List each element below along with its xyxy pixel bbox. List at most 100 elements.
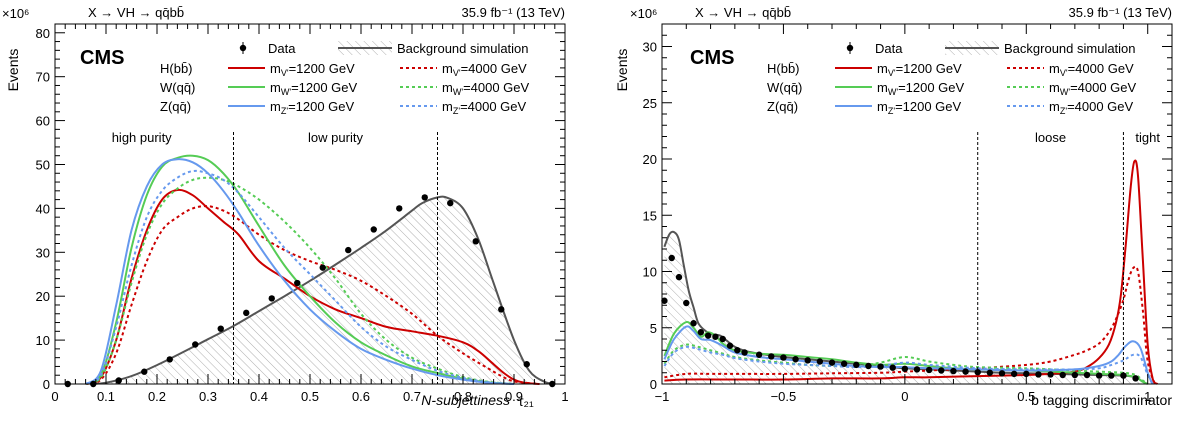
x-axis-label: b tagging discriminator (1031, 392, 1172, 408)
data-point (768, 353, 775, 360)
legend-mass-label: mV'=4000 GeV (442, 61, 527, 78)
y-tick-label: 30 (36, 245, 50, 260)
data-point (690, 320, 697, 327)
signal-line-1 (85, 205, 540, 385)
y-tick-label: 70 (36, 70, 50, 85)
data-point (804, 357, 811, 364)
x-tick-label: 0.3 (199, 389, 217, 404)
legend-mass-symbol: m (270, 99, 281, 114)
legend-mass-subscript: W' (1060, 87, 1070, 97)
data-point (1083, 371, 1091, 379)
y-axis-label: Events (614, 49, 630, 92)
signal-line-3 (663, 343, 1149, 385)
x-tick-label: 0 (901, 389, 908, 404)
data-point (1059, 371, 1066, 379)
data-point (370, 226, 377, 233)
y-tick-label: 5 (650, 321, 657, 336)
y-tick-label: 15 (643, 208, 657, 223)
data-point (1108, 372, 1115, 379)
data-point (998, 370, 1006, 377)
x-tick-label: 1 (561, 389, 568, 404)
x-tick-label: 0.9 (505, 389, 523, 404)
plot-area: high purity low purity 0 0.1 0.2 0.3 0.4 0.5 0.6… (36, 23, 569, 404)
y-tick-label: 0 (43, 377, 50, 392)
x-tick-label: 0.2 (148, 389, 166, 404)
data-point (719, 335, 726, 343)
y-multiplier: ×10⁶ (630, 6, 657, 21)
data-point (925, 366, 933, 374)
signal-line-2 (85, 154, 515, 385)
legend-mass-value: =1200 GeV (288, 99, 354, 114)
y-tick-label: 60 (36, 114, 50, 129)
btag-panel: X → VH → qq̄bb̄ 35.9 fb⁻¹ (13 TeV) ×10⁶ … (614, 5, 1173, 408)
data-point (345, 246, 352, 254)
legend-mass-subscript: V' (281, 68, 289, 78)
x-tick-label: 0.8 (454, 389, 472, 404)
data-point (166, 356, 173, 363)
x-tick-label: −0.5 (771, 389, 797, 404)
y-tick-label: 20 (36, 289, 50, 304)
data-point (472, 238, 479, 245)
region-label: low purity (308, 130, 363, 145)
legend-process-label: W(qq̄) (767, 80, 802, 95)
legend-mass-label: mW'=4000 GeV (1049, 80, 1137, 97)
signal-line-0 (664, 159, 1159, 385)
legend-mass-subscript: V' (453, 68, 461, 78)
legend-mass-label: mV'=1200 GeV (270, 61, 355, 78)
process-label: X → VH → qq̄bb̄ (695, 5, 791, 20)
data-point (877, 363, 884, 370)
legend-mass-subscript: V' (1060, 68, 1068, 78)
legend-process-label: H(bb̄) (160, 61, 193, 76)
y-tick-label: 25 (643, 96, 657, 111)
data-point (1035, 371, 1042, 378)
legend-mass-subscript: W' (281, 87, 291, 97)
data-point (421, 194, 428, 201)
legend-bkg-label: Background simulation (1004, 41, 1136, 56)
legend-mass-symbol: m (877, 80, 888, 95)
data-point (962, 368, 969, 375)
x-tick-label: 0 (51, 389, 58, 404)
x-axis-variable: τ₂₁ (518, 393, 534, 409)
x-tick-label: 0.7 (403, 389, 421, 404)
legend-mass-value: =1200 GeV (898, 80, 964, 95)
data-point (396, 205, 403, 212)
legend-mass-symbol: m (442, 99, 453, 114)
legend-mass-subscript: Z' (1060, 106, 1067, 116)
legend-mass-value: =4000 GeV (1067, 99, 1133, 114)
legend-data-label: Data (875, 41, 903, 56)
data-point (697, 329, 705, 336)
y-tick-label: 20 (643, 152, 657, 167)
region-label: loose (1035, 130, 1066, 145)
legend-mass-value: =4000 GeV (460, 99, 526, 114)
legend-mass-symbol: m (1049, 80, 1060, 95)
data-point (675, 273, 683, 281)
data-point (192, 341, 199, 348)
legend-mass-label: mZ'=4000 GeV (442, 99, 527, 116)
legend-process-label: W(qq̄) (160, 80, 195, 95)
data-point (1023, 370, 1030, 378)
x-tick-label: 0.1 (97, 389, 115, 404)
legend-mass-subscript: W' (453, 87, 463, 97)
data-point (523, 361, 530, 368)
data-point (243, 309, 250, 317)
legend-mass-subscript: Z' (281, 106, 288, 116)
x-tick-label: 0.6 (352, 389, 370, 404)
signal-line-3 (85, 176, 515, 385)
y-tick-label: 10 (36, 333, 50, 348)
lumi-label: 35.9 fb⁻¹ (13 TeV) (462, 5, 565, 20)
legend-mass-label: mV'=1200 GeV (877, 61, 962, 78)
data-point (704, 332, 712, 339)
data-point (816, 358, 824, 365)
legend-mass-label: mZ'=1200 GeV (877, 99, 962, 116)
legend-mass-label: mZ'=1200 GeV (270, 99, 355, 116)
legend-mass-value: =1200 GeV (896, 61, 962, 76)
data-point (1047, 371, 1054, 378)
data-point (1132, 375, 1139, 382)
legend-mass-symbol: m (442, 80, 453, 95)
data-point (1010, 370, 1018, 378)
legend-mass-symbol: m (1049, 61, 1060, 76)
x-tick-label: 0.5 (301, 389, 319, 404)
